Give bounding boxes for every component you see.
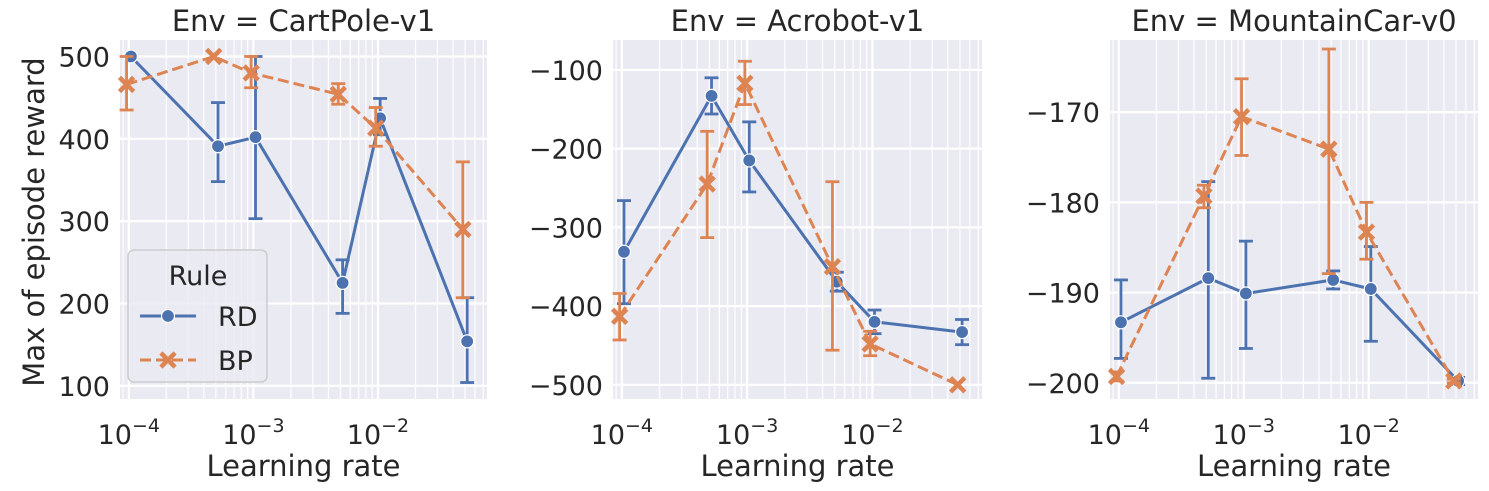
series-line — [1120, 276, 1460, 383]
y-tick-label: −500 — [529, 371, 603, 402]
x-tick-label: 10−2 — [841, 415, 903, 451]
panel-title: Env = Acrobot-v1 — [671, 4, 925, 38]
series-bp — [1107, 47, 1463, 390]
panel-title: Env = CartPole-v1 — [172, 4, 435, 38]
data-point — [610, 307, 629, 326]
x-tick-label: 10−3 — [716, 415, 778, 451]
data-point — [1195, 187, 1213, 205]
y-tick-label: −200 — [529, 135, 603, 166]
data-point — [954, 324, 970, 340]
data-point — [698, 175, 716, 193]
legend: Rule RD BP — [127, 249, 268, 383]
data-point — [861, 335, 879, 353]
data-point — [1232, 107, 1251, 126]
data-point — [1320, 140, 1338, 158]
data-point — [454, 220, 472, 239]
series-bp — [610, 59, 967, 394]
data-point — [1238, 286, 1253, 301]
y-tick-label: 400 — [58, 125, 110, 156]
data-point — [204, 47, 223, 66]
y-tick-label: −100 — [529, 56, 603, 87]
panel-title: Env = MountainCar-v0 — [1131, 4, 1456, 38]
data-point — [616, 244, 632, 259]
x-tick-label: 10−4 — [591, 415, 653, 451]
series-line — [126, 55, 465, 231]
plot-area — [613, 40, 982, 399]
x-tick-label: 10−3 — [222, 415, 284, 451]
series-rd — [1113, 180, 1466, 389]
data-point — [242, 64, 260, 82]
x-tick-label: 10−3 — [1213, 415, 1275, 451]
y-tick-label: 200 — [58, 289, 110, 320]
legend-marker-rd — [160, 308, 176, 324]
data-point — [867, 314, 882, 329]
y-tick-label: −300 — [529, 213, 603, 244]
series-line — [618, 81, 959, 387]
x-axis-label: Learning rate — [206, 449, 400, 483]
data-point — [1357, 223, 1376, 241]
y-tick-label: −190 — [1026, 279, 1100, 310]
data-point — [210, 139, 226, 154]
series-line — [1115, 115, 1456, 382]
x-tick-label: 10−4 — [1088, 415, 1150, 451]
series-line — [622, 94, 963, 334]
data-point — [1363, 281, 1378, 297]
y-tick-label: −400 — [529, 292, 603, 323]
y-tick-label: −200 — [1026, 369, 1100, 400]
x-axis-label: Learning rate — [700, 449, 894, 483]
series-rd — [616, 76, 970, 347]
x-tick-label: 10−2 — [347, 415, 409, 451]
data-point — [949, 376, 967, 394]
data-point — [1113, 315, 1129, 330]
y-axis-label: Max of episode reward — [17, 57, 51, 386]
data-point — [704, 88, 719, 103]
x-tick-label: 10−4 — [98, 415, 160, 451]
data-point — [823, 258, 842, 276]
series-rd — [123, 49, 475, 384]
data-point — [367, 119, 385, 137]
data-point — [248, 130, 263, 145]
y-tick-label: 300 — [58, 207, 110, 238]
legend-label-rd: RD — [218, 302, 258, 333]
data-point — [335, 275, 350, 291]
data-point — [329, 85, 347, 104]
data-point — [742, 153, 757, 168]
legend-marker-bp — [159, 351, 177, 369]
data-point — [117, 75, 136, 94]
series-line — [129, 55, 469, 342]
x-tick-label: 10−2 — [1337, 415, 1399, 451]
y-tick-label: 100 — [58, 372, 110, 403]
data-point — [1107, 367, 1126, 386]
y-tick-label: 500 — [58, 42, 110, 73]
data-point — [1326, 272, 1341, 288]
y-tick-label: −170 — [1026, 98, 1100, 129]
series-bp — [117, 47, 472, 300]
legend-label-bp: BP — [218, 346, 253, 377]
legend-title: Rule — [169, 261, 228, 292]
panel-acrobot: −500 −400 −300 −200 −100 10−4 10−3 10−2 Env = Ac… — [529, 4, 982, 483]
data-point — [736, 74, 754, 92]
data-point — [1201, 271, 1216, 286]
data-point — [460, 334, 475, 349]
data-point — [1445, 372, 1463, 390]
y-tick-label: −180 — [1026, 188, 1100, 219]
legend-entries: RD BP — [140, 302, 258, 377]
legend-frame — [127, 249, 268, 383]
x-axis-label: Learning rate — [1197, 449, 1391, 483]
panel-mountaincar: −200 −190 −180 −170 10−4 10−3 10−2 Env = Mounta… — [1026, 4, 1478, 483]
